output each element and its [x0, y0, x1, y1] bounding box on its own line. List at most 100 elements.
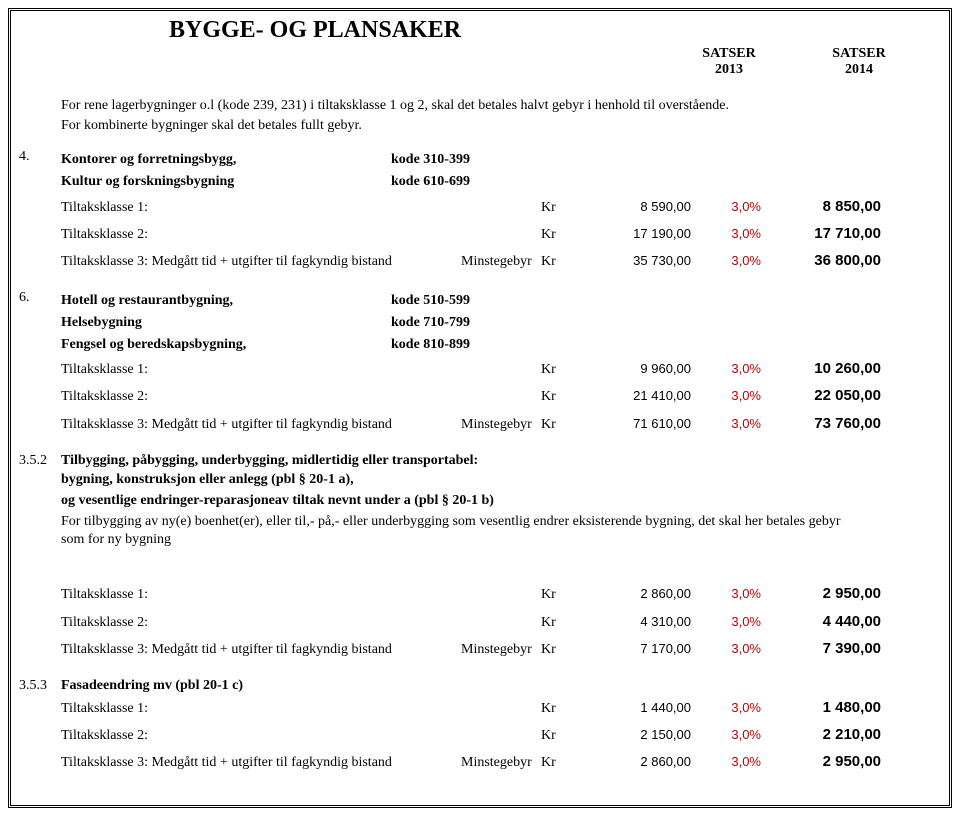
fee-row: Tiltaksklasse 2:Kr2 150,003,0%2 210,00	[61, 721, 941, 748]
fee-row-kr: Kr	[541, 610, 581, 635]
fee-row-v2013: 1 440,00	[581, 696, 691, 719]
fee-row-pct: 3,0%	[691, 222, 761, 245]
fee-row-label: Tiltaksklasse 1:	[61, 357, 391, 382]
header-satser-b: SATSER	[799, 46, 919, 62]
section-4-h1-kode: kode 310-399	[391, 149, 941, 171]
fee-row: Tiltaksklasse 3: Medgått tid + utgifter …	[61, 410, 941, 437]
section-353-h1: Fasadeendring mv (pbl 20-1 c)	[61, 678, 941, 694]
fee-row-kr: Kr	[541, 222, 581, 247]
section-4-h2-kode: kode 610-699	[391, 171, 941, 193]
section-353: 3.5.3 Fasadeendring mv (pbl 20-1 c) Tilt…	[61, 678, 941, 776]
header-satser-a: SATSER	[659, 46, 799, 62]
header-row-2: 2013 2014	[19, 62, 941, 78]
section-352-h1: Tilbygging, påbygging, underbygging, mid…	[61, 453, 941, 469]
fee-row-pct: 3,0%	[691, 582, 761, 605]
fee-row-mid: Minstegebyr	[461, 637, 541, 662]
section-6-rows: Tiltaksklasse 1:Kr9 960,003,0%10 260,00T…	[61, 355, 941, 437]
fee-row-v2013: 8 590,00	[581, 195, 691, 218]
fee-row-mid: Minstegebyr	[461, 750, 541, 775]
section-6-h3: Fengsel og beredskapsbygning,	[61, 334, 391, 356]
fee-row-label: Tiltaksklasse 3: Medgått tid + utgifter …	[61, 249, 461, 274]
fee-row-v2013: 4 310,00	[581, 610, 691, 633]
fee-row: Tiltaksklasse 3: Medgått tid + utgifter …	[61, 247, 941, 274]
fee-row: Tiltaksklasse 1: Kr2 860,003,0%2 950,00	[61, 580, 941, 607]
section-6: 6. Hotell og restaurantbygning, kode 510…	[61, 290, 941, 437]
section-6-num: 6.	[19, 290, 30, 306]
fee-row: Tiltaksklasse 3: Medgått tid + utgifter …	[61, 748, 941, 775]
fee-row-v2014: 36 800,00	[761, 247, 881, 274]
fee-row-pct: 3,0%	[691, 723, 761, 746]
intro-line-1: For rene lagerbygninger o.l (kode 239, 2…	[61, 96, 941, 116]
section-353-rows: Tiltaksklasse 1:Kr1 440,003,0%1 480,00Ti…	[61, 694, 941, 776]
fee-row-kr: Kr	[541, 637, 581, 662]
section-353-num: 3.5.3	[19, 678, 47, 694]
intro-line-2: For kombinerte bygninger skal det betale…	[61, 116, 941, 136]
section-352-p3: For tilbygging av ny(e) boenhet(er), ell…	[61, 513, 841, 551]
section-6-h2-kode: kode 710-799	[391, 312, 941, 334]
fee-row-label: Tiltaksklasse 2:	[61, 610, 391, 635]
fee-row-v2014: 2 210,00	[761, 721, 881, 748]
fee-row-pct: 3,0%	[691, 249, 761, 272]
fee-row-pct: 3,0%	[691, 412, 761, 435]
fee-row-label: Tiltaksklasse 1:	[61, 696, 391, 721]
fee-row: Tiltaksklasse 2:Kr17 190,003,0%17 710,00	[61, 220, 941, 247]
fee-row-kr: Kr	[541, 195, 581, 220]
section-4-num: 4.	[19, 149, 30, 165]
page-frame: BYGGE- OG PLANSAKER SATSER SATSER 2013 2…	[8, 8, 952, 808]
fee-row-v2014: 17 710,00	[761, 220, 881, 247]
fee-row-v2013: 71 610,00	[581, 412, 691, 435]
header-year-b: 2014	[799, 62, 919, 78]
fee-row-pct: 3,0%	[691, 195, 761, 218]
fee-row-pct: 3,0%	[691, 357, 761, 380]
section-352-num: 3.5.2	[19, 453, 47, 469]
page-title: BYGGE- OG PLANSAKER	[169, 17, 941, 44]
fee-row-v2014: 8 850,00	[761, 193, 881, 220]
section-4: 4. Kontorer og forretningsbygg, kode 310…	[61, 149, 941, 274]
fee-row-label: Tiltaksklasse 1:	[61, 582, 391, 607]
fee-row: Tiltaksklasse 1:Kr1 440,003,0%1 480,00	[61, 694, 941, 721]
fee-row-v2014: 22 050,00	[761, 382, 881, 409]
fee-row-pct: 3,0%	[691, 696, 761, 719]
fee-row-kr: Kr	[541, 357, 581, 382]
fee-row-pct: 3,0%	[691, 384, 761, 407]
fee-row-kr: Kr	[541, 582, 581, 607]
fee-row-kr: Kr	[541, 750, 581, 775]
fee-row-v2014: 2 950,00	[761, 580, 881, 607]
section-4-rows: Tiltaksklasse 1:Kr8 590,003,0%8 850,00Ti…	[61, 193, 941, 275]
header-year-a: 2013	[659, 62, 799, 78]
fee-row-v2013: 9 960,00	[581, 357, 691, 380]
intro-block: For rene lagerbygninger o.l (kode 239, 2…	[61, 96, 941, 135]
section-4-h2: Kultur og forskningsbygning	[61, 171, 391, 193]
fee-row-kr: Kr	[541, 696, 581, 721]
fee-row-v2013: 35 730,00	[581, 249, 691, 272]
fee-row-v2013: 17 190,00	[581, 222, 691, 245]
fee-row-kr: Kr	[541, 384, 581, 409]
section-352-rows: Tiltaksklasse 1:Kr2 860,003,0%2 950,00Ti…	[61, 580, 941, 662]
fee-row: Tiltaksklasse 1: Kr8 590,003,0%8 850,00	[61, 193, 941, 220]
fee-row-v2014: 10 260,00	[761, 355, 881, 382]
fee-row-label: Tiltaksklasse 3: Medgått tid + utgifter …	[61, 750, 461, 775]
fee-row-label: Tiltaksklasse 2:	[61, 723, 391, 748]
fee-row-label: Tiltaksklasse 3: Medgått tid + utgifter …	[61, 412, 461, 437]
fee-row-pct: 3,0%	[691, 610, 761, 633]
section-6-h1-kode: kode 510-599	[391, 290, 941, 312]
fee-row-label: Tiltaksklasse 1:	[61, 195, 391, 220]
fee-row-v2013: 2 860,00	[581, 750, 691, 773]
fee-row: Tiltaksklasse 3: Medgått tid + utgifter …	[61, 635, 941, 662]
fee-row-v2013: 21 410,00	[581, 384, 691, 407]
section-6-h3-kode: kode 810-899	[391, 334, 941, 356]
fee-row-v2014: 7 390,00	[761, 635, 881, 662]
section-6-h1: Hotell og restaurantbygning,	[61, 290, 391, 312]
fee-row-label: Tiltaksklasse 2:	[61, 384, 391, 409]
fee-row-v2014: 73 760,00	[761, 410, 881, 437]
fee-row-kr: Kr	[541, 249, 581, 274]
fee-row: Tiltaksklasse 2:Kr4 310,003,0%4 440,00	[61, 608, 941, 635]
section-4-h1: Kontorer og forretningsbygg,	[61, 149, 391, 171]
fee-row-mid: Minstegebyr	[461, 249, 541, 274]
header-row-1: SATSER SATSER	[19, 46, 941, 62]
fee-row-v2013: 2 860,00	[581, 582, 691, 605]
fee-row-pct: 3,0%	[691, 637, 761, 660]
section-6-h2: Helsebygning	[61, 312, 391, 334]
fee-row-kr: Kr	[541, 723, 581, 748]
fee-row: Tiltaksklasse 1: Kr9 960,003,0%10 260,00	[61, 355, 941, 382]
